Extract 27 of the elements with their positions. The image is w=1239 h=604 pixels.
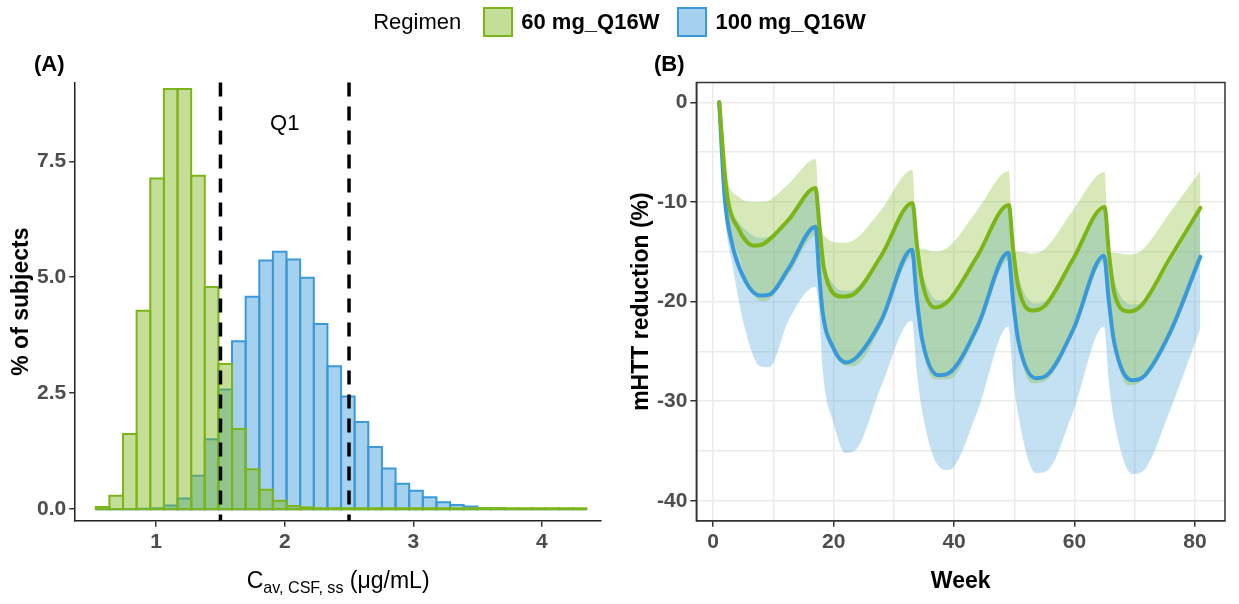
- y-tick-label: 2.5: [36, 380, 67, 404]
- y-tick-label: -30: [656, 388, 688, 412]
- chart-title: (B): [654, 51, 685, 77]
- x-tick-label: 2: [278, 529, 291, 553]
- y-axis-title: mHTT reduction (%): [627, 192, 654, 411]
- y-tick-label: 0: [675, 89, 688, 113]
- x-tick-label: 20: [821, 529, 846, 553]
- x-tick-label: 4: [536, 529, 549, 553]
- x-tick-label: 60: [1062, 529, 1087, 553]
- annotation: Q1: [270, 110, 300, 136]
- x-tick-label: 3: [407, 529, 420, 553]
- legend-label: 60 mg_Q16W: [521, 9, 660, 35]
- y-tick-label: 5.0: [36, 264, 67, 288]
- x-tick-label: 1: [150, 529, 163, 553]
- chart-title: (A): [34, 51, 65, 77]
- y-axis-title: % of subjects: [7, 227, 34, 376]
- y-tick-label: -40: [656, 487, 688, 511]
- legend-title: Regimen: [373, 9, 462, 35]
- y-tick-label: -10: [656, 188, 688, 212]
- legend-label: 100 mg_Q16W: [715, 9, 866, 35]
- x-tick-label: 40: [942, 529, 966, 553]
- y-tick-label: 7.5: [36, 148, 67, 172]
- x-axis-title: Week: [930, 567, 991, 594]
- x-tick-label: 0: [707, 529, 720, 553]
- x-tick-label: 80: [1183, 529, 1207, 553]
- y-tick-label: -20: [656, 288, 688, 312]
- y-tick-label: 0.0: [36, 496, 67, 519]
